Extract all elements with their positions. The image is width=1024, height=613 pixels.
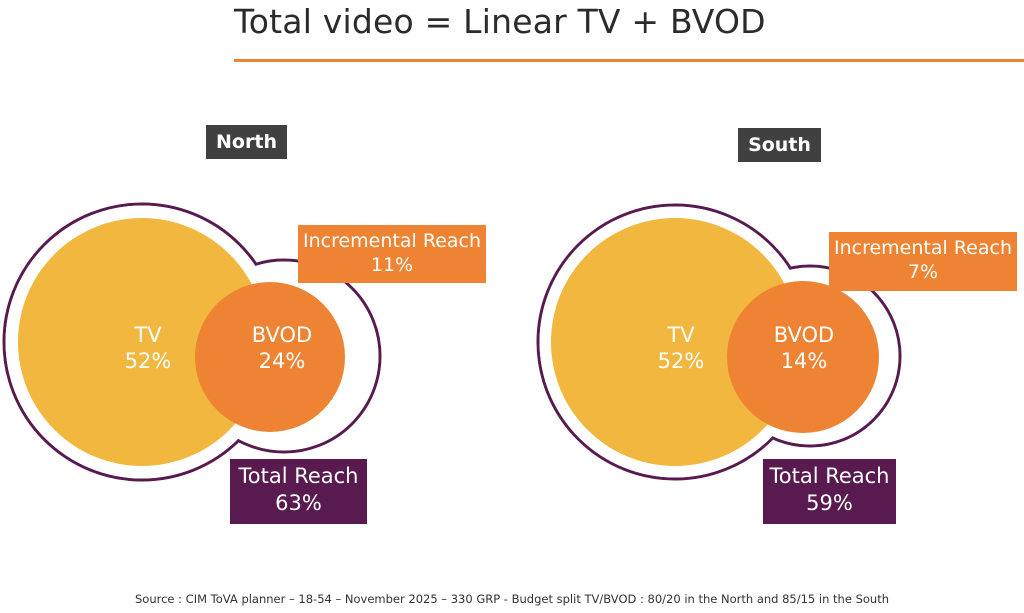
- south-total-reach-value: 59%: [806, 491, 853, 515]
- north-tv-label: TV: [134, 323, 162, 347]
- page-title: Total video = Linear TV + BVOD: [234, 2, 766, 41]
- north-total-reach-label: Total Reach: [238, 464, 359, 488]
- venn-south: [536, 203, 902, 481]
- north-bvod-text: BVOD 24%: [212, 322, 352, 374]
- north-tv-text: TV 52%: [78, 322, 218, 374]
- north-tv-value: 52%: [124, 349, 172, 373]
- south-tv-text: TV 52%: [611, 322, 751, 374]
- south-incremental-reach-label: Incremental Reach: [834, 237, 1012, 259]
- title-underline: [234, 59, 1024, 62]
- north-incremental-reach-value: 11%: [370, 254, 414, 276]
- south-bvod-text: BVOD 14%: [734, 322, 874, 374]
- north-incremental-reach-box: Incremental Reach 11%: [298, 225, 486, 283]
- south-tv-value: 52%: [657, 349, 705, 373]
- south-bvod-label: BVOD: [773, 323, 835, 347]
- south-total-reach-box: Total Reach 59%: [763, 459, 896, 524]
- region-label-north: North: [206, 125, 287, 159]
- south-total-reach-label: Total Reach: [769, 464, 890, 488]
- south-bvod-circle: [727, 281, 879, 433]
- north-total-reach-value: 63%: [275, 491, 322, 515]
- south-bvod-value: 14%: [780, 349, 828, 373]
- source-note: Source : CIM ToVA planner – 18-54 – Nove…: [135, 592, 889, 606]
- north-bvod-value: 24%: [258, 349, 306, 373]
- north-tv-circle: [18, 218, 266, 466]
- north-bvod-circle: [195, 282, 345, 432]
- north-bvod-label: BVOD: [251, 323, 313, 347]
- north-incremental-reach-label: Incremental Reach: [303, 230, 481, 252]
- south-tv-label: TV: [667, 323, 695, 347]
- south-tv-circle: [551, 218, 799, 466]
- region-label-south: South: [738, 128, 821, 162]
- south-incremental-reach-box: Incremental Reach 7%: [829, 232, 1017, 291]
- venn-north: [2, 202, 382, 482]
- south-incremental-reach-value: 7%: [907, 261, 939, 283]
- north-total-reach-box: Total Reach 63%: [230, 459, 367, 524]
